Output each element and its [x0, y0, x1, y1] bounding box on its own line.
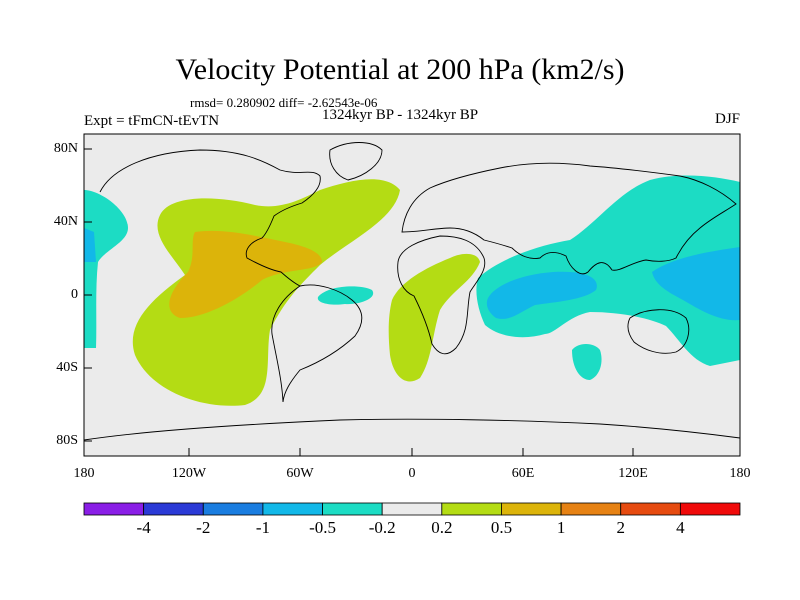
- colorbar-box-7: [501, 502, 562, 516]
- negative-region-indo-pacific: [476, 175, 740, 366]
- lat-label-40s: 40S: [56, 360, 78, 375]
- colorbar-box-6: [441, 502, 502, 516]
- colorbar-label-9: 4: [676, 518, 685, 537]
- lat-label-40n: 40N: [53, 214, 78, 229]
- plot-title: Velocity Potential at 200 hPa (km2/s): [175, 53, 625, 86]
- lon-label-0: 0: [408, 466, 416, 481]
- stats-line: rmsd= 0.280902 diff= -2.62543e-06: [190, 95, 378, 110]
- coastline-north-america: [99, 149, 321, 287]
- colorbar-box-2: [202, 502, 264, 516]
- colorbar-box-9: [620, 502, 681, 516]
- experiment-label: Expt = tFmCN-tEvTN: [84, 113, 220, 129]
- coastline-antarctica: [84, 418, 740, 441]
- lon-label-180w: 180: [73, 466, 95, 481]
- colorbar-label-2: -1: [255, 518, 270, 537]
- lon-label-120w: 120W: [171, 466, 207, 481]
- lat-label-80s: 80S: [56, 433, 78, 448]
- coastlines: [84, 142, 740, 441]
- colorbar-label-8: 2: [616, 518, 625, 537]
- map-panel: [83, 133, 741, 457]
- colorbar-box-4: [322, 502, 383, 516]
- positive-region-atlantic-africa: [388, 253, 480, 382]
- colorbar: [83, 502, 741, 516]
- colorbar-label-4: -0.2: [368, 518, 396, 537]
- coastline-greenland: [329, 142, 383, 181]
- lat-label-0: 0: [71, 287, 78, 302]
- lon-label-180e: 180: [729, 466, 751, 481]
- colorbar-label-7: 1: [556, 518, 566, 537]
- negative-core-west-edge: [84, 228, 96, 262]
- negative-region-west-pacific-edge: [84, 190, 128, 348]
- coastline-eurasia: [401, 162, 737, 275]
- coastline-south-america: [271, 284, 363, 403]
- negative-core-west-pacific: [652, 247, 740, 321]
- colorbar-label-5: 0.2: [431, 518, 453, 537]
- negative-core-indian-ocean: [486, 271, 597, 319]
- strong-positive-region-americas: [169, 230, 322, 318]
- colorbar-box-10: [679, 502, 741, 516]
- lon-label-60e: 60E: [511, 466, 535, 481]
- colorbar-label-0: -4: [136, 518, 151, 537]
- colorbar-box-0: [83, 502, 145, 516]
- colorbar-label-6: 0.5: [490, 518, 513, 537]
- lon-label-120e: 120E: [618, 466, 648, 481]
- axis-ticks: [84, 148, 634, 456]
- lat-label-80n: 80N: [53, 141, 78, 156]
- negative-region-south-indian-ocean: [572, 344, 602, 380]
- colorbar-label-3: -0.5: [309, 518, 336, 537]
- colorbar-box-1: [143, 502, 204, 516]
- colorbar-box-3: [262, 502, 323, 516]
- colorbar-label-1: -2: [196, 518, 211, 537]
- lon-label-60w: 60W: [286, 466, 314, 481]
- period-label: 1324kyr BP - 1324kyr BP: [322, 107, 479, 123]
- season-label: DJF: [714, 111, 740, 127]
- coastline-australia: [627, 309, 690, 354]
- coastline-africa: [397, 235, 486, 355]
- colorbar-box-8: [560, 502, 622, 516]
- colorbar-box-5: [381, 502, 443, 516]
